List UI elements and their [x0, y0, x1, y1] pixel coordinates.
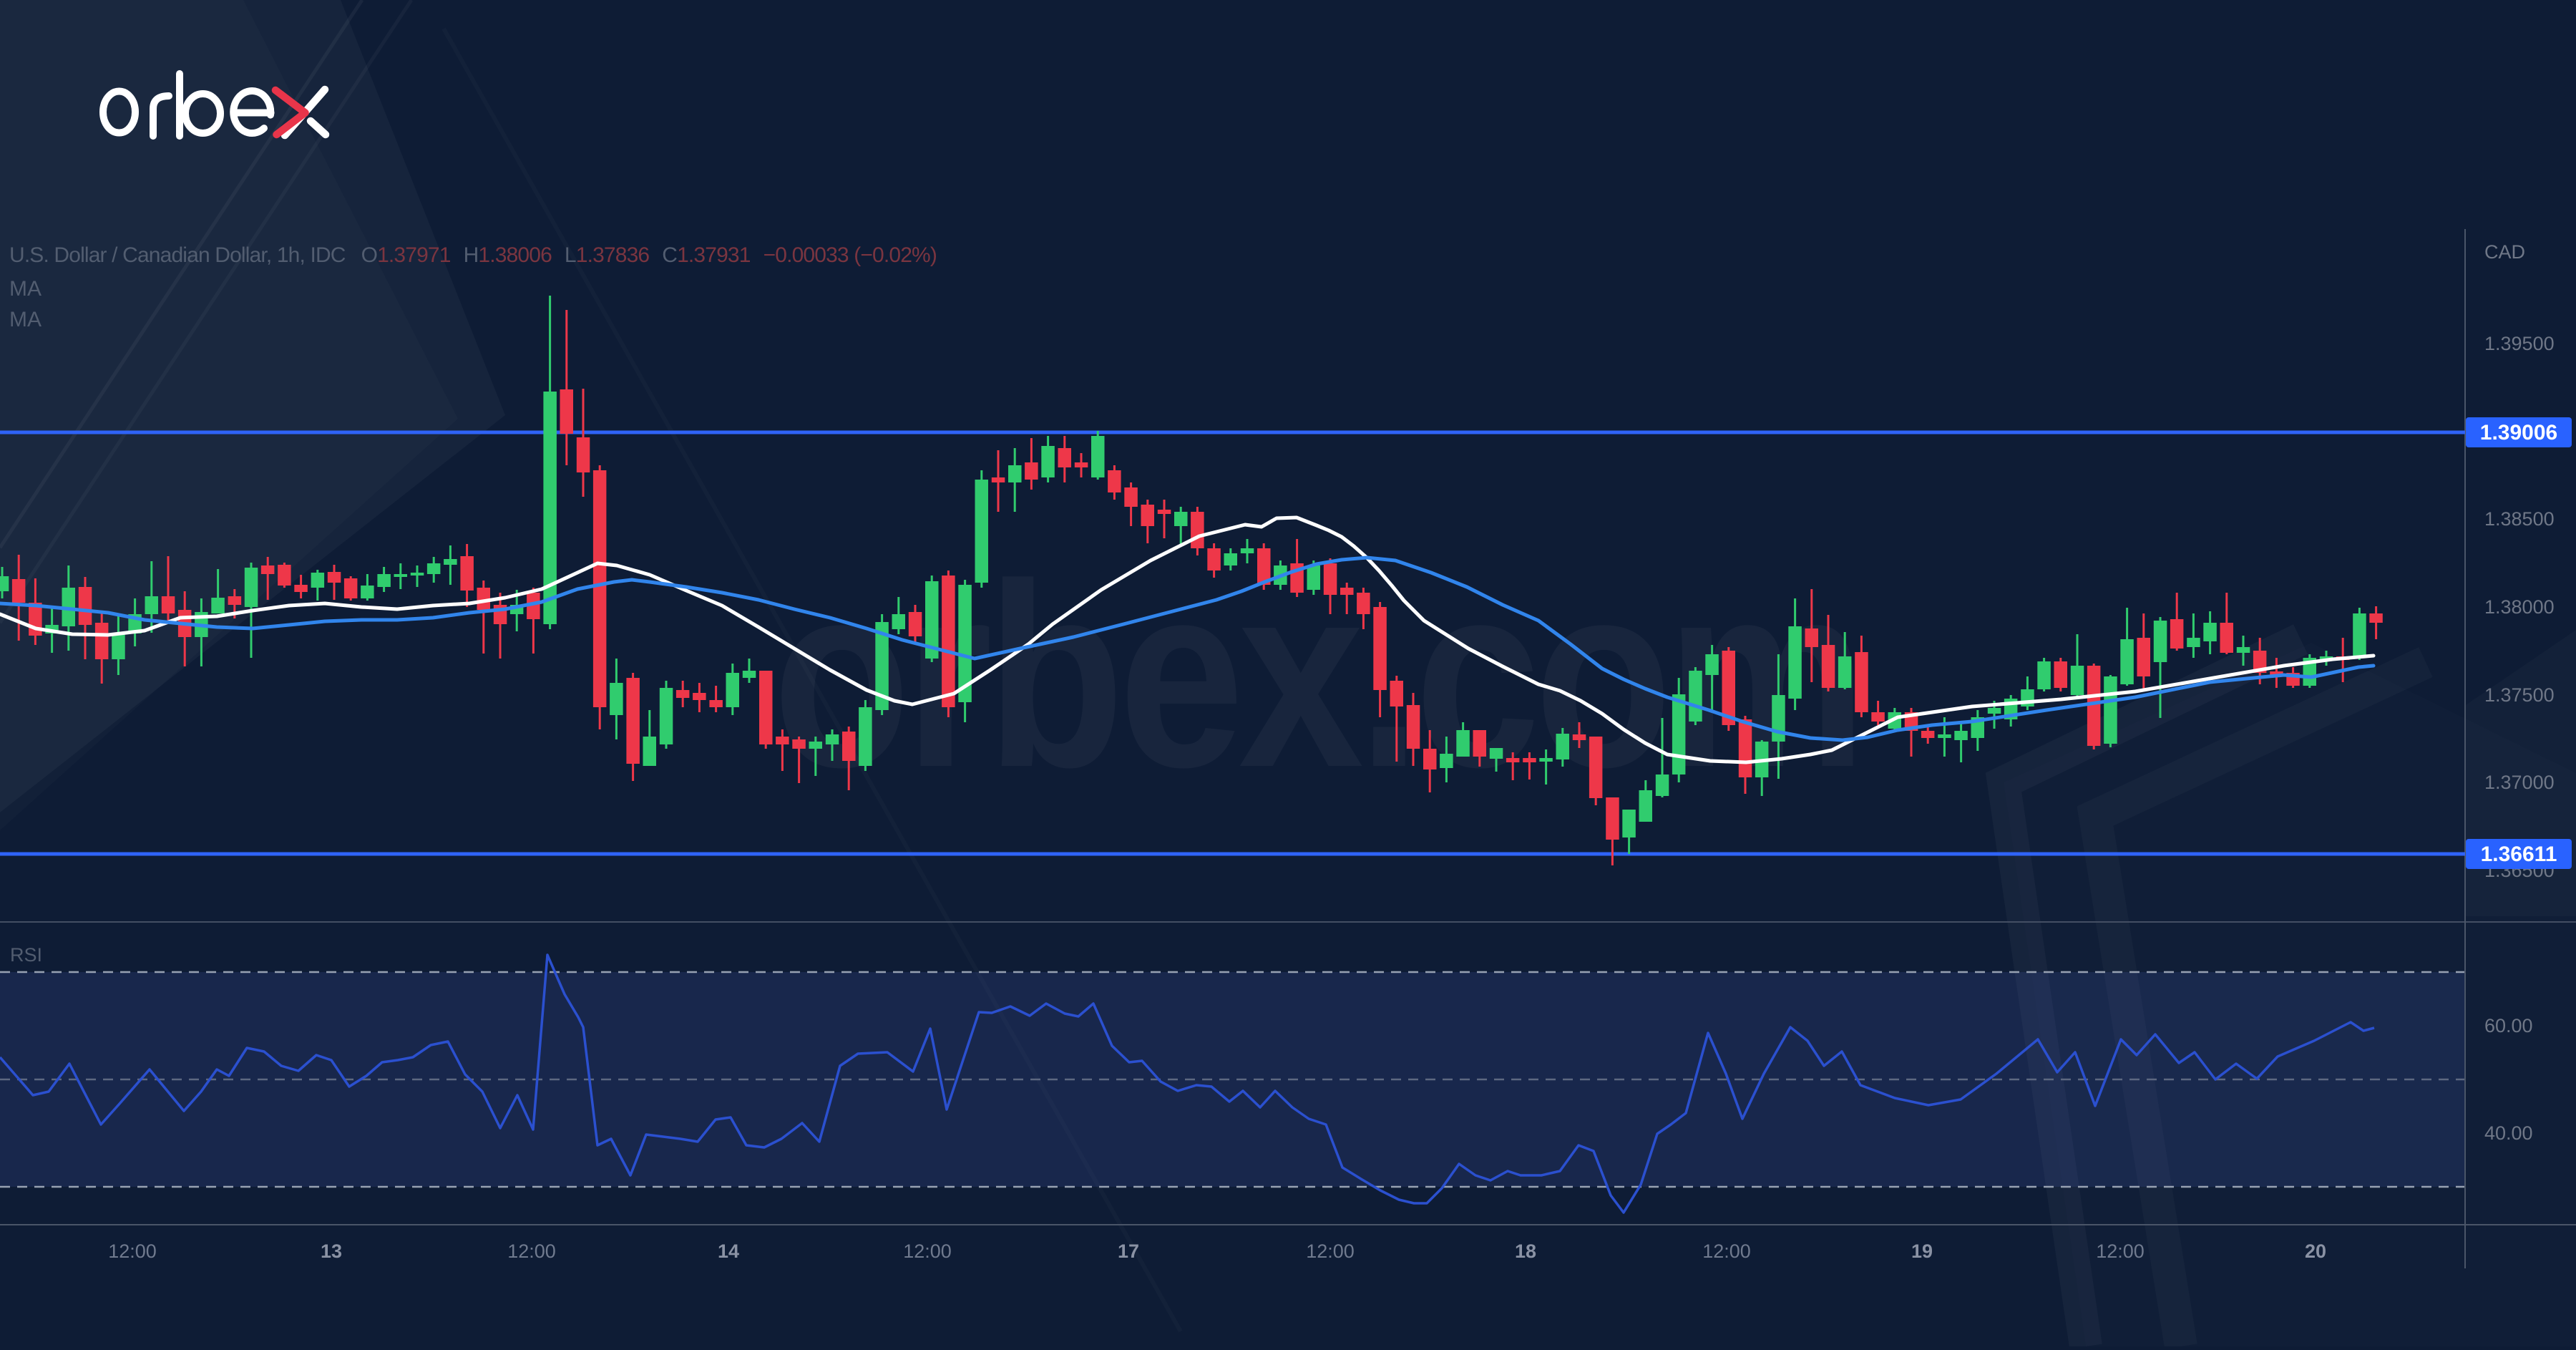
- svg-text:1.39500: 1.39500: [2484, 333, 2555, 354]
- svg-text:1.37000: 1.37000: [2484, 772, 2555, 793]
- svg-text:1.36611: 1.36611: [2481, 842, 2557, 866]
- svg-text:1.37500: 1.37500: [2484, 684, 2555, 706]
- svg-text:13: 13: [321, 1240, 342, 1262]
- svg-text:U.S. Dollar / Canadian Dollar,: U.S. Dollar / Canadian Dollar, 1h, IDC O1…: [9, 243, 937, 267]
- svg-text:17: 17: [1118, 1240, 1139, 1262]
- svg-text:18: 18: [1515, 1240, 1536, 1262]
- svg-text:20: 20: [2305, 1240, 2326, 1262]
- svg-text:12:00: 12:00: [507, 1240, 556, 1262]
- svg-text:MA: MA: [9, 308, 42, 331]
- svg-text:19: 19: [1911, 1240, 1933, 1262]
- svg-text:12:00: 12:00: [1306, 1240, 1355, 1262]
- svg-text:CAD: CAD: [2484, 241, 2525, 263]
- svg-text:12:00: 12:00: [2096, 1240, 2145, 1262]
- svg-text:40.00: 40.00: [2484, 1122, 2533, 1144]
- svg-text:RSI: RSI: [10, 944, 42, 966]
- svg-text:60.00: 60.00: [2484, 1015, 2533, 1036]
- svg-text:12:00: 12:00: [108, 1240, 157, 1262]
- svg-text:1.39006: 1.39006: [2480, 421, 2557, 445]
- svg-text:MA: MA: [9, 277, 42, 301]
- svg-text:1.38000: 1.38000: [2484, 596, 2555, 618]
- svg-text:14: 14: [718, 1240, 739, 1262]
- svg-text:12:00: 12:00: [1702, 1240, 1751, 1262]
- svg-text:12:00: 12:00: [903, 1240, 952, 1262]
- svg-text:1.38500: 1.38500: [2484, 508, 2555, 530]
